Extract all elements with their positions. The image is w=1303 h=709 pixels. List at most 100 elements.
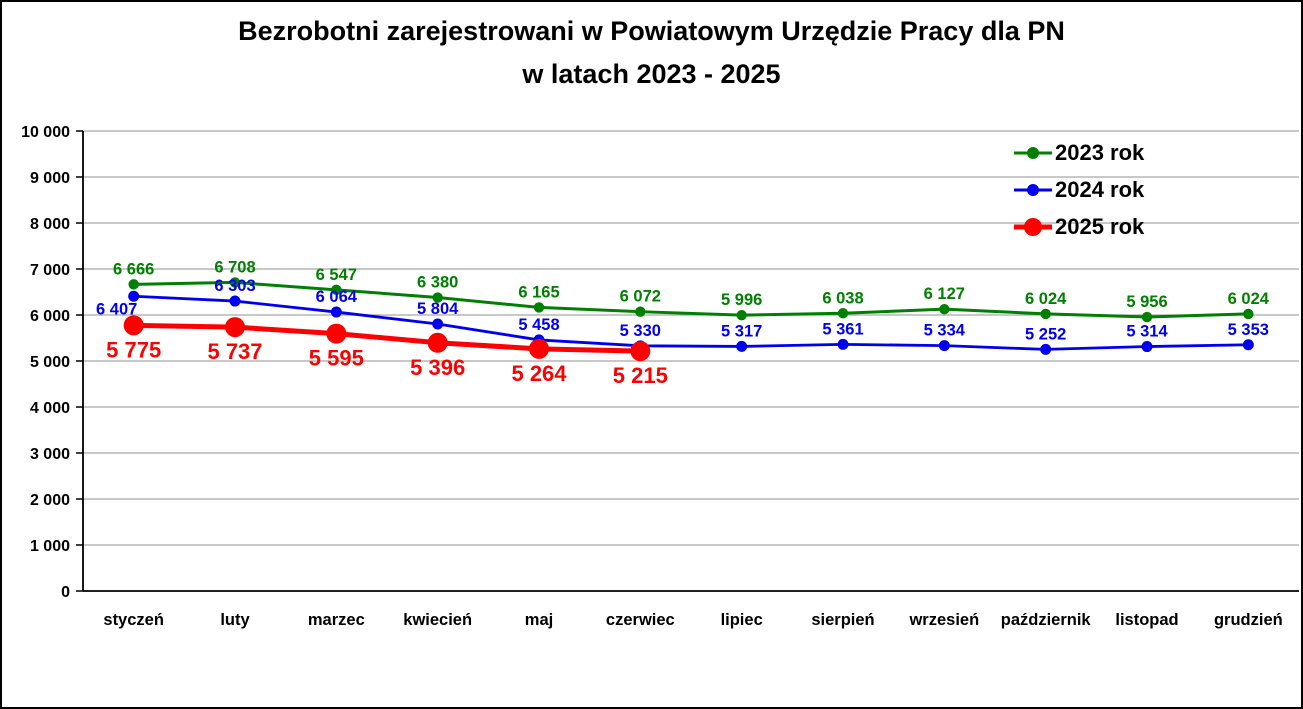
data-label-2024-rok: 5 252	[1025, 325, 1066, 343]
x-axis-label: marzec	[308, 611, 365, 629]
x-axis-label: kwiecień	[403, 611, 472, 629]
chart-title-line-2: w latach 2023 - 2025	[522, 59, 781, 89]
data-point-2024-rok	[128, 290, 140, 302]
data-label-2025-rok: 5 396	[410, 355, 465, 380]
y-axis-label: 6 000	[30, 308, 70, 325]
data-label-2024-rok: 5 317	[721, 322, 762, 340]
x-axis-label: wrzesień	[908, 611, 979, 629]
series-line-2023-rok	[132, 280, 1250, 319]
data-label-2024-rok: 5 804	[417, 300, 459, 318]
y-axis-label: 5 000	[30, 354, 70, 371]
data-point-2023-rok	[331, 284, 342, 296]
y-axis-label: 10 000	[21, 124, 70, 141]
legend-swatch-2025	[1014, 217, 1052, 237]
data-point-2024-rok	[1040, 343, 1052, 355]
y-axis-label: 9 000	[30, 170, 70, 187]
data-point-2023-rok	[736, 309, 747, 321]
data-label-2025-rok: 5 775	[106, 337, 161, 362]
data-point-2023-rok	[635, 306, 646, 317]
data-label-2024-rok: 5 330	[620, 322, 661, 340]
data-point-2023-rok	[1141, 311, 1153, 323]
data-point-2024-rok	[1141, 341, 1153, 353]
data-point-2023-rok	[229, 277, 241, 288]
data-label-2023-rok: 6 038	[822, 289, 863, 307]
data-point-2024-rok	[837, 338, 849, 350]
legend-label-2023: 2023 rok	[1055, 139, 1145, 165]
data-label-2024-rok: 5 314	[1126, 323, 1168, 341]
data-point-2025-rok	[427, 332, 448, 353]
data-label-2024-rok: 5 361	[822, 320, 863, 338]
legend-dot-icon-2023	[1027, 146, 1039, 159]
data-label-2024-rok: 6 064	[316, 288, 358, 306]
y-axis-label: 1 000	[30, 538, 70, 555]
data-label-2023-rok: 6 165	[518, 283, 559, 301]
data-point-2024-rok	[229, 295, 241, 307]
data-label-2024-rok: 5 334	[924, 322, 966, 340]
legend: 2023 rok 2024 rok 2025 rok	[1014, 134, 1144, 245]
data-point-2024-rok	[938, 340, 950, 352]
chart-title-line-1: Bezrobotni zarejestrowani w Powiatowym U…	[238, 16, 1065, 46]
data-point-2024-rok	[736, 340, 748, 352]
data-label-2024-rok: 6 407	[96, 300, 137, 318]
data-point-2023-rok	[837, 308, 849, 319]
legend-item-2024: 2024 rok	[1014, 171, 1144, 208]
data-point-2025-rok	[529, 338, 549, 359]
data-label-2025-rok: 5 264	[511, 361, 567, 386]
x-axis-label: grudzień	[1214, 611, 1283, 629]
legend-item-2025: 2025 rok	[1014, 208, 1144, 245]
data-label-2023-rok: 6 127	[924, 285, 965, 303]
y-axis-label: 3 000	[30, 446, 70, 463]
legend-dot-icon-2024	[1027, 183, 1039, 196]
x-axis-label: sierpień	[811, 611, 874, 629]
data-point-2024-rok	[330, 306, 342, 318]
y-axis-label: 4 000	[30, 400, 70, 417]
y-axis-label: 0	[61, 584, 70, 601]
data-label-2023-rok: 6 072	[620, 288, 661, 306]
legend-label-2025: 2025 rok	[1055, 213, 1145, 239]
y-axis-label: 7 000	[30, 262, 70, 279]
x-axis-label: czerwiec	[606, 611, 675, 629]
series-line-2025-rok	[131, 322, 643, 354]
data-label-2025-rok: 5 737	[207, 339, 262, 364]
x-axis-label: listopad	[1115, 611, 1178, 629]
data-label-2024-rok: 5 458	[518, 316, 559, 334]
legend-item-2023: 2023 rok	[1014, 134, 1144, 171]
data-label-2025-rok: 5 595	[309, 346, 364, 371]
series-line-2024-rok	[132, 294, 1250, 351]
legend-dot-icon-2025	[1024, 217, 1042, 236]
data-label-2023-rok: 5 956	[1126, 293, 1167, 311]
y-axis-label: 8 000	[30, 216, 70, 233]
x-axis-label: maj	[525, 611, 553, 629]
data-point-2023-rok	[533, 302, 545, 313]
x-axis-label: styczeń	[103, 611, 164, 629]
data-point-2023-rok	[128, 279, 139, 290]
data-point-2025-rok	[630, 341, 651, 362]
data-label-2023-rok: 5 996	[721, 291, 762, 309]
x-axis-label: lipiec	[721, 611, 763, 629]
data-point-2024-rok	[1242, 339, 1254, 351]
data-label-2023-rok: 6 547	[316, 266, 357, 284]
data-label-2023-rok: 6 380	[417, 274, 458, 292]
legend-swatch-2024	[1014, 180, 1052, 200]
data-point-2023-rok	[1243, 308, 1254, 320]
data-label-2024-rok: 6 303	[214, 277, 255, 295]
data-point-2023-rok	[1040, 308, 1051, 320]
legend-label-2024: 2024 rok	[1055, 176, 1145, 202]
data-point-2025-rok	[326, 323, 347, 344]
data-label-2025-rok: 5 215	[613, 363, 668, 388]
data-label-2023-rok: 6 708	[214, 258, 255, 276]
data-point-2023-rok	[432, 292, 443, 303]
chart-title: Bezrobotni zarejestrowani w Powiatowym U…	[2, 10, 1301, 96]
data-label-2023-rok: 6 024	[1228, 290, 1270, 308]
legend-swatch-2023	[1014, 143, 1052, 163]
data-label-2023-rok: 6 666	[113, 260, 154, 278]
data-point-2025-rok	[123, 315, 144, 336]
data-label-2023-rok: 6 024	[1025, 290, 1067, 308]
data-point-2024-rok	[432, 318, 444, 330]
data-point-2023-rok	[939, 303, 950, 315]
data-point-2025-rok	[225, 317, 245, 338]
x-axis-label: październik	[1001, 611, 1092, 629]
data-label-2024-rok: 5 353	[1228, 321, 1269, 339]
x-axis-label: luty	[220, 611, 250, 629]
